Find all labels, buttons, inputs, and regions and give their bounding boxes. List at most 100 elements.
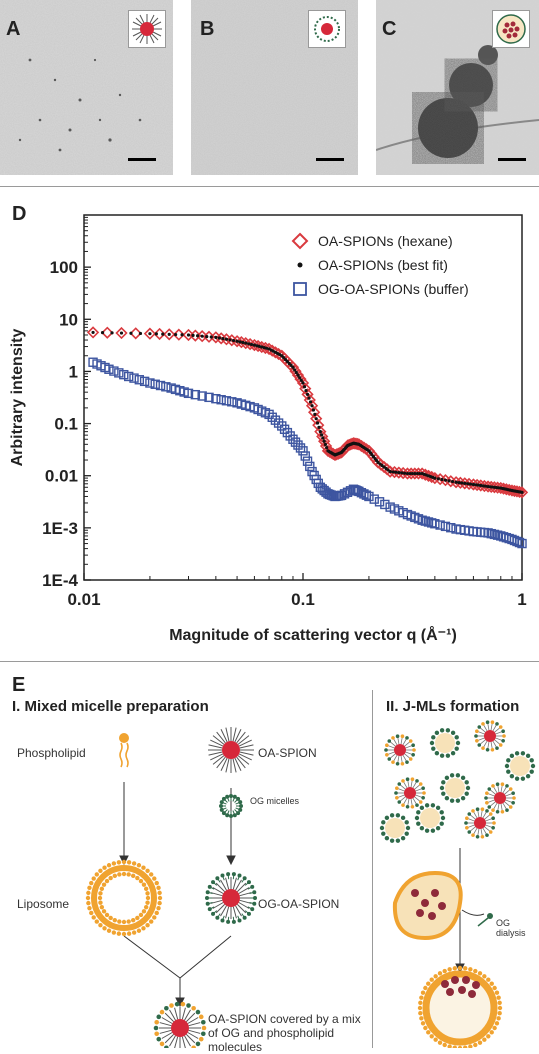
data-point-fit	[167, 332, 171, 336]
data-point-buffer	[423, 517, 434, 527]
data-point-fit	[402, 471, 407, 475]
data-point-fit	[91, 330, 95, 335]
y-tick-label: 100	[50, 258, 78, 277]
data-point-fit	[302, 385, 307, 389]
data-point-fit	[313, 412, 317, 416]
data-point-fit	[318, 430, 322, 434]
data-point-fit	[257, 344, 261, 348]
panel-label-c: C	[382, 18, 397, 40]
data-point-fit	[322, 439, 326, 443]
data-point-buffer	[440, 521, 451, 532]
data-point-buffer	[295, 443, 306, 453]
data-point-hexane	[163, 328, 176, 341]
phospholipid-molecule-icon	[119, 733, 129, 768]
jml-mixed-micelle-icon	[474, 720, 506, 752]
x-axis-label: Magnitude of scattering vector q (Å⁻¹)	[169, 625, 457, 644]
data-point-buffer	[446, 522, 456, 533]
covered-label-line1: OA-SPION covered by a mix	[208, 1012, 361, 1026]
data-point-buffer	[300, 451, 310, 461]
liposome-icon	[85, 859, 163, 937]
scale-bar	[128, 158, 156, 161]
data-point-fit	[388, 469, 392, 474]
data-point-fit	[315, 421, 320, 425]
data-point-hexane	[303, 393, 316, 407]
og-micelles-label: OG micelles	[250, 796, 300, 806]
data-point-fit	[148, 332, 152, 336]
data-point-hexane	[289, 365, 302, 378]
jml-mixed-micelle-icon	[484, 782, 516, 814]
og-dialysis-molecule-icon	[461, 909, 493, 927]
data-point-buffer	[204, 392, 214, 403]
data-point-buffer	[512, 536, 522, 547]
data-point-fit	[221, 337, 225, 341]
covered-label-line2: of OG and phospholipid	[208, 1026, 335, 1040]
data-point-buffer	[150, 379, 160, 389]
y-tick-label: 0.1	[54, 415, 78, 434]
data-point-hexane	[299, 382, 312, 395]
panel-label-e: E	[12, 674, 26, 696]
data-point-buffer	[221, 396, 232, 406]
data-point-buffer	[288, 434, 298, 444]
divider-bottom	[0, 661, 539, 662]
jml-mixed-micelle-icon	[414, 803, 446, 833]
y-tick-label: 10	[59, 310, 78, 329]
mixed-micelle-icon	[153, 1001, 207, 1048]
data-point-fit	[301, 381, 305, 385]
data-point-fit	[463, 481, 467, 485]
data-point-buffer	[435, 520, 445, 530]
data-point-fit	[174, 332, 178, 337]
y-tick-label: 1	[69, 362, 78, 381]
oa-spion-label: OA-SPION	[258, 746, 317, 760]
data-point-fit	[299, 378, 303, 382]
data-point-buffer	[293, 440, 303, 450]
data-point-fit	[119, 331, 124, 335]
data-point-fit	[200, 334, 204, 338]
data-point-fit	[454, 480, 458, 484]
jml-liposome-icon	[417, 965, 503, 1048]
data-point-fit	[310, 404, 314, 408]
data-point-fit	[191, 333, 195, 337]
phospholipid-label: Phospholipid	[17, 746, 86, 760]
data-point-buffer	[514, 537, 525, 548]
legend-marker-fit	[297, 262, 303, 268]
legend-label-buffer: OG-OA-SPIONs (buffer)	[318, 281, 469, 297]
data-point-fit	[323, 442, 328, 447]
data-point-buffer	[155, 380, 166, 391]
legend-label-fit: OA-SPIONs (best fit)	[318, 257, 448, 273]
data-point-hexane	[129, 327, 142, 340]
data-point-fit	[161, 332, 165, 336]
data-point-buffer	[109, 366, 119, 376]
data-point-fit	[129, 331, 133, 335]
data-point-fit	[391, 470, 395, 474]
data-point-fit	[320, 433, 324, 437]
data-point-hexane	[416, 467, 429, 480]
data-point-buffer	[492, 530, 503, 540]
jml-mixed-micelle-icon	[464, 807, 496, 839]
data-point-hexane	[294, 372, 307, 386]
scale-bar	[316, 158, 344, 161]
data-point-fit	[196, 334, 200, 338]
data-point-fit	[262, 346, 266, 350]
data-point-fit	[247, 342, 251, 346]
data-point-fit	[296, 373, 300, 377]
data-point-fit	[520, 490, 524, 494]
data-point-buffer	[161, 382, 171, 392]
data-point-hexane	[86, 326, 100, 339]
data-point-fit	[408, 471, 412, 476]
covered-label-line3: molecules	[208, 1040, 263, 1054]
data-point-fit	[450, 479, 455, 484]
data-point-hexane	[308, 406, 321, 419]
data-point-fit	[321, 436, 325, 440]
data-point-fit	[394, 470, 398, 474]
data-point-buffer	[134, 375, 145, 385]
data-point-fit	[214, 335, 218, 339]
data-point-fit	[138, 331, 143, 336]
data-point-fit	[410, 471, 414, 476]
og-dialysis-label: OG dialysis	[496, 918, 526, 938]
data-point-buffer	[298, 446, 308, 456]
data-point-hexane	[296, 376, 310, 390]
data-point-fit	[252, 343, 257, 347]
data-point-fit	[238, 340, 242, 344]
data-point-buffer	[336, 490, 347, 501]
